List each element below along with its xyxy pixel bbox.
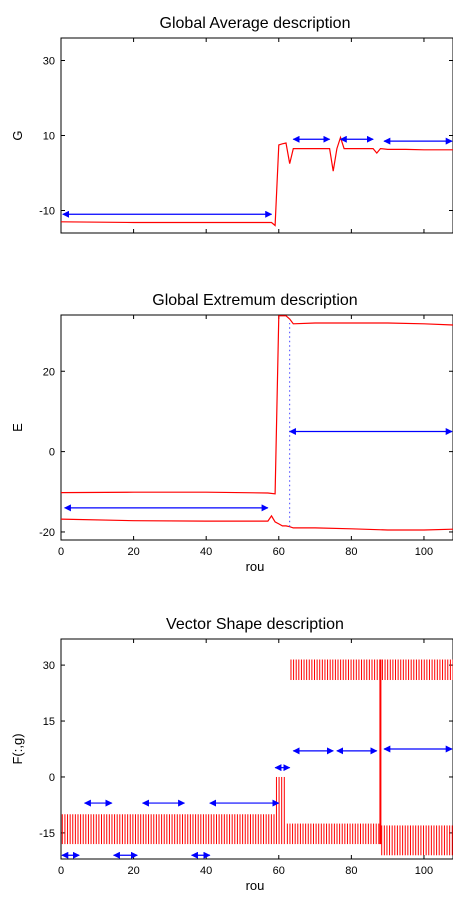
- x-tick-label: 60: [273, 865, 285, 877]
- y-axis-label: F(:,g): [10, 733, 25, 764]
- y-tick-label: -10: [39, 206, 55, 218]
- y-tick-label: 0: [49, 772, 55, 784]
- y-tick-label: 10: [43, 131, 55, 143]
- series-line: [61, 514, 453, 531]
- y-axis-label: G: [10, 130, 25, 140]
- global-average-panel: 30 10 -10 Global Average description G: [10, 15, 453, 234]
- x-tick-label: 60: [273, 546, 285, 558]
- x-tick-label: 0: [58, 546, 64, 558]
- chart-title: Vector Shape description: [166, 616, 344, 633]
- y-tick-label: 30: [43, 56, 55, 68]
- x-tick-label: 20: [127, 865, 139, 877]
- y-axis-label: E: [10, 423, 25, 432]
- chart-title: Global Average description: [160, 15, 351, 32]
- y-tick-label: -15: [39, 828, 55, 840]
- axes-box: [60, 37, 453, 234]
- x-axis-label: rou: [246, 878, 265, 893]
- x-tick-label: 40: [200, 865, 212, 877]
- plot-area: [61, 315, 453, 531]
- y-tick-label: 20: [43, 366, 55, 378]
- x-tick-label: 20: [127, 546, 139, 558]
- series-line: [61, 135, 453, 227]
- y-tick-label: 0: [49, 447, 55, 459]
- chart-title: Global Extremum description: [152, 292, 357, 309]
- x-tick-label: 80: [345, 865, 357, 877]
- x-tick-label: 100: [415, 865, 433, 877]
- x-axis-label: rou: [246, 559, 265, 574]
- series-line: [61, 315, 453, 495]
- y-tick-label: 30: [43, 660, 55, 672]
- y-tick-label: -20: [39, 527, 55, 539]
- axes-box: [60, 638, 453, 860]
- plot-area: [61, 135, 453, 227]
- y-tick-label: 15: [43, 716, 55, 728]
- x-tick-label: 100: [415, 546, 433, 558]
- x-tick-label: 40: [200, 546, 212, 558]
- axes-box: [60, 314, 453, 541]
- x-tick-label: 0: [58, 865, 64, 877]
- plot-area: [61, 659, 453, 859]
- vector-shape-panel: 0 20 40 60 80 100 30 15 0 -15 Vector Shape descrip…: [10, 616, 453, 893]
- x-tick-label: 80: [345, 546, 357, 558]
